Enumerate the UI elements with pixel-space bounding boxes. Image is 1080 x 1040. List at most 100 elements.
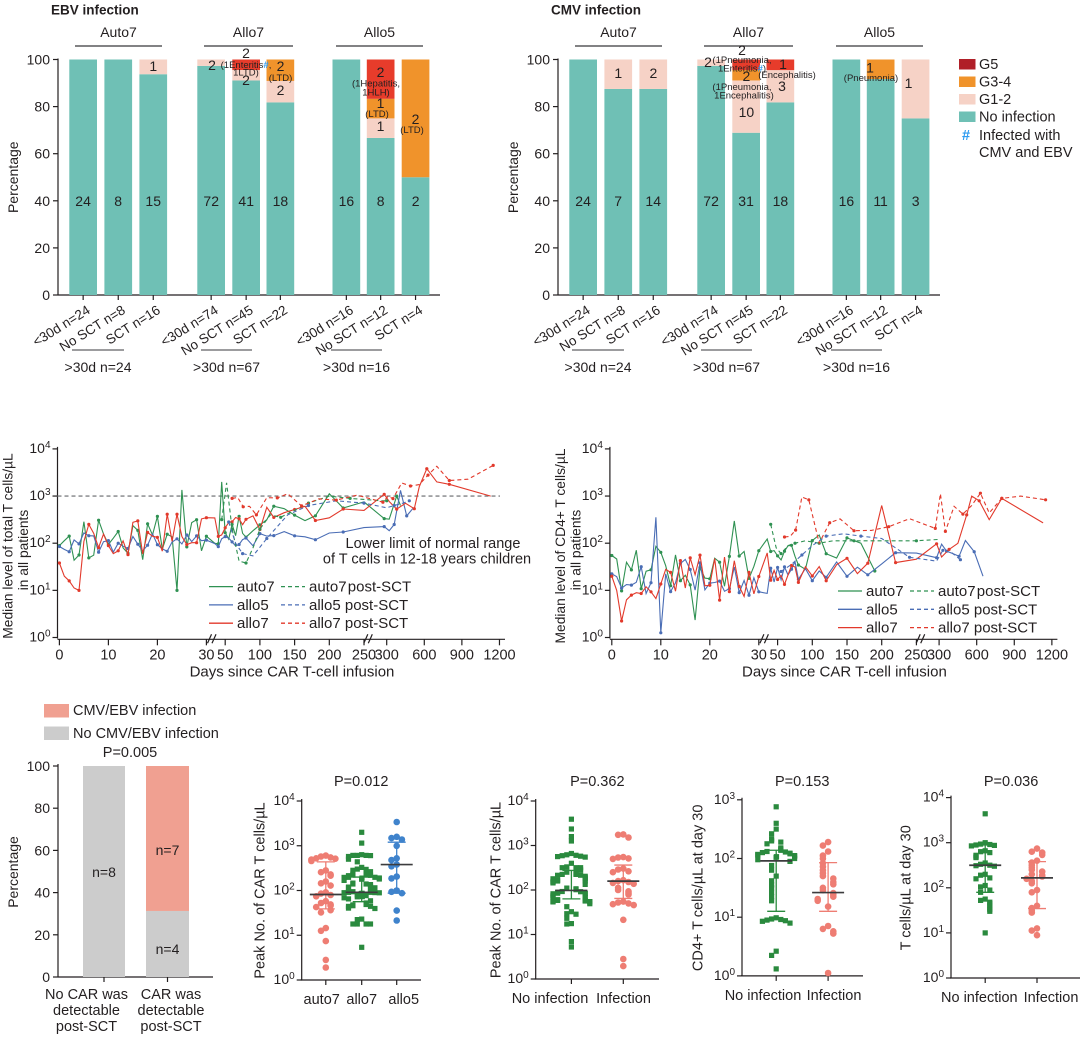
svg-text:Allo5: Allo5 (864, 24, 895, 40)
svg-text:200: 200 (870, 648, 894, 664)
svg-text:(1Hepatitis,: (1Hepatitis, (352, 79, 400, 90)
svg-text:Percentage: Percentage (5, 836, 21, 908)
svg-text:250: 250 (352, 648, 376, 664)
svg-text:2: 2 (412, 111, 420, 127)
svg-text:1200: 1200 (483, 648, 515, 664)
svg-text:2: 2 (242, 45, 250, 61)
svg-text:16: 16 (839, 193, 855, 209)
svg-text:1: 1 (905, 75, 913, 91)
svg-text:allo7 post-SCT: allo7 post-SCT (938, 620, 1037, 637)
svg-text:G5: G5 (979, 57, 998, 73)
svg-text:T cells/µL at day 30: T cells/µL at day 30 (899, 825, 915, 950)
svg-text:20: 20 (534, 240, 550, 256)
svg-text:60: 60 (534, 146, 550, 162)
svg-text:Allo7: Allo7 (733, 24, 764, 40)
svg-text:2: 2 (738, 42, 746, 58)
svg-text:G1-2: G1-2 (979, 92, 1011, 108)
svg-text:1: 1 (866, 60, 874, 76)
svg-text:11: 11 (873, 193, 888, 209)
svg-text:0: 0 (42, 969, 50, 985)
svg-text:allo5 post-SCT: allo5 post-SCT (309, 597, 408, 614)
svg-text:2: 2 (650, 65, 658, 81)
svg-text:Allo5: Allo5 (364, 24, 395, 40)
svg-text:>30d n=67: >30d n=67 (693, 359, 760, 375)
svg-text:10: 10 (653, 648, 669, 664)
svg-text:#: # (962, 128, 970, 144)
svg-text:Infection: Infection (596, 991, 651, 1007)
svg-text:30: 30 (751, 648, 767, 664)
svg-text:50: 50 (770, 648, 786, 664)
svg-text:Auto7: Auto7 (100, 24, 137, 40)
svg-text:18: 18 (273, 193, 289, 209)
svg-text:No CMV/EBV infection: No CMV/EBV infection (73, 726, 219, 742)
svg-text:1: 1 (779, 56, 787, 72)
svg-text:Days since CAR T-cell infusion: Days since CAR T-cell infusion (742, 664, 947, 681)
svg-text:80: 80 (34, 99, 50, 115)
svg-text:CMV and EBV: CMV and EBV (979, 145, 1073, 161)
svg-text:15: 15 (145, 193, 161, 209)
svg-text:41: 41 (238, 193, 254, 209)
svg-text:24: 24 (575, 193, 591, 209)
svg-text:150: 150 (835, 648, 859, 664)
svg-text:250: 250 (904, 648, 928, 664)
svg-text:2: 2 (242, 72, 250, 88)
svg-text:60: 60 (34, 146, 50, 162)
svg-text:Percentage: Percentage (505, 141, 521, 213)
svg-text:n=8: n=8 (92, 864, 116, 880)
svg-text:auto7 post-SCT: auto7 post-SCT (938, 583, 1040, 600)
svg-text:300: 300 (927, 648, 951, 664)
svg-text:300: 300 (375, 648, 399, 664)
svg-text:24: 24 (75, 193, 91, 209)
svg-text:P=0.012: P=0.012 (334, 774, 388, 790)
svg-text:allo7: allo7 (346, 992, 377, 1008)
svg-text:1Enteritis#): 1Enteritis#) (718, 64, 766, 75)
svg-text:50: 50 (217, 648, 233, 664)
svg-text:1Encephalitis): 1Encephalitis) (714, 91, 774, 102)
svg-text:2: 2 (208, 57, 216, 73)
svg-text:>30d n=16: >30d n=16 (823, 359, 890, 375)
svg-text:8: 8 (377, 193, 385, 209)
svg-text:auto7: auto7 (237, 579, 275, 596)
svg-text:7: 7 (614, 193, 622, 209)
svg-text:auto7 post-SCT: auto7 post-SCT (309, 579, 411, 596)
svg-text:>30d n=24: >30d n=24 (565, 359, 632, 375)
svg-text:allo5: allo5 (237, 597, 269, 614)
svg-text:40: 40 (34, 193, 50, 209)
svg-text:allo5 post-SCT: allo5 post-SCT (938, 601, 1037, 618)
svg-text:(1Pneumonia,: (1Pneumonia, (712, 55, 771, 66)
svg-text:n=4: n=4 (156, 941, 180, 957)
svg-text:detectable: detectable (53, 1003, 120, 1019)
svg-text:80: 80 (34, 800, 50, 816)
svg-text:Auto7: Auto7 (600, 24, 637, 40)
svg-text:EBV infection: EBV infection (51, 3, 139, 18)
svg-text:1200: 1200 (1036, 648, 1068, 664)
svg-text:1HLH): 1HLH) (362, 88, 389, 99)
svg-text:(LTD): (LTD) (400, 125, 424, 136)
svg-text:2: 2 (377, 64, 385, 80)
svg-text:Infection: Infection (1024, 990, 1079, 1006)
svg-text:30: 30 (198, 648, 214, 664)
svg-text:1: 1 (377, 95, 385, 111)
svg-text:allo5: allo5 (388, 992, 419, 1008)
svg-text:10: 10 (739, 104, 755, 120)
svg-text:0: 0 (542, 287, 550, 303)
svg-text:Percentage: Percentage (5, 141, 21, 213)
svg-text:2: 2 (277, 82, 285, 98)
svg-text:post-SCT: post-SCT (56, 1019, 117, 1035)
svg-text:>30d n=67: >30d n=67 (193, 359, 260, 375)
svg-text:Infected with: Infected with (979, 128, 1060, 144)
svg-text:No infection: No infection (725, 988, 802, 1004)
svg-text:900: 900 (1002, 648, 1026, 664)
svg-text:3: 3 (912, 193, 920, 209)
svg-text:900: 900 (450, 648, 474, 664)
svg-text:20: 20 (34, 927, 50, 943)
svg-text:No infection: No infection (979, 110, 1056, 126)
svg-text:P=0.362: P=0.362 (570, 774, 624, 790)
svg-text:detectable: detectable (138, 1003, 205, 1019)
svg-text:Peak No. of CAR T cells/µL: Peak No. of CAR T cells/µL (489, 802, 505, 978)
svg-text:in all patients: in all patients (16, 510, 31, 591)
svg-text:1: 1 (377, 118, 385, 134)
svg-text:1: 1 (614, 65, 622, 81)
svg-text:600: 600 (965, 648, 989, 664)
svg-text:40: 40 (534, 193, 550, 209)
